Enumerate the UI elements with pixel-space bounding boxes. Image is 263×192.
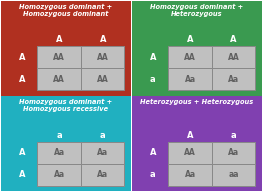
Text: Aa: Aa (228, 74, 239, 84)
Text: Homozygous dominant +
Homozygous dominant: Homozygous dominant + Homozygous dominan… (19, 4, 113, 17)
Text: AA: AA (228, 53, 240, 62)
Text: a: a (150, 170, 156, 179)
Bar (81, 46, 124, 68)
Text: Aa: Aa (228, 148, 239, 157)
Bar (168, 142, 212, 164)
Text: Aa: Aa (185, 74, 196, 84)
Bar (168, 46, 212, 68)
Bar (37, 46, 81, 68)
Bar (37, 142, 81, 164)
Bar (212, 46, 255, 68)
Text: A: A (19, 148, 25, 157)
Text: Aa: Aa (185, 170, 196, 179)
Text: aa: aa (229, 170, 239, 179)
Bar (212, 142, 255, 164)
Bar (37, 68, 81, 90)
Text: AA: AA (184, 148, 196, 157)
Text: Aa: Aa (54, 148, 65, 157)
Bar (168, 68, 212, 90)
Text: A: A (187, 35, 193, 44)
Text: AA: AA (97, 74, 109, 84)
Text: Aa: Aa (97, 148, 108, 157)
Text: A: A (19, 74, 25, 84)
Text: A: A (187, 131, 193, 140)
Bar (168, 164, 212, 185)
Text: A: A (19, 53, 25, 62)
Bar (212, 68, 255, 90)
Text: Homozygous dominant +
Homozygous recessive: Homozygous dominant + Homozygous recessi… (19, 99, 113, 112)
Text: Heterozygous + Heterozygous: Heterozygous + Heterozygous (140, 99, 254, 105)
Bar (81, 142, 124, 164)
Text: a: a (231, 131, 236, 140)
Text: AA: AA (97, 53, 109, 62)
Text: a: a (100, 131, 105, 140)
Text: Aa: Aa (54, 170, 65, 179)
Text: A: A (150, 148, 156, 157)
Text: Homozygous dominant +
Heterozygous: Homozygous dominant + Heterozygous (150, 4, 244, 17)
Text: Aa: Aa (97, 170, 108, 179)
Text: A: A (230, 35, 237, 44)
Text: a: a (56, 131, 62, 140)
Text: AA: AA (53, 53, 65, 62)
Bar (81, 68, 124, 90)
Text: A: A (99, 35, 106, 44)
Bar (81, 164, 124, 185)
Text: A: A (56, 35, 62, 44)
Text: A: A (19, 170, 25, 179)
Text: AA: AA (184, 53, 196, 62)
Bar (212, 164, 255, 185)
Bar (37, 164, 81, 185)
Text: A: A (150, 53, 156, 62)
Text: a: a (150, 74, 156, 84)
Text: AA: AA (53, 74, 65, 84)
